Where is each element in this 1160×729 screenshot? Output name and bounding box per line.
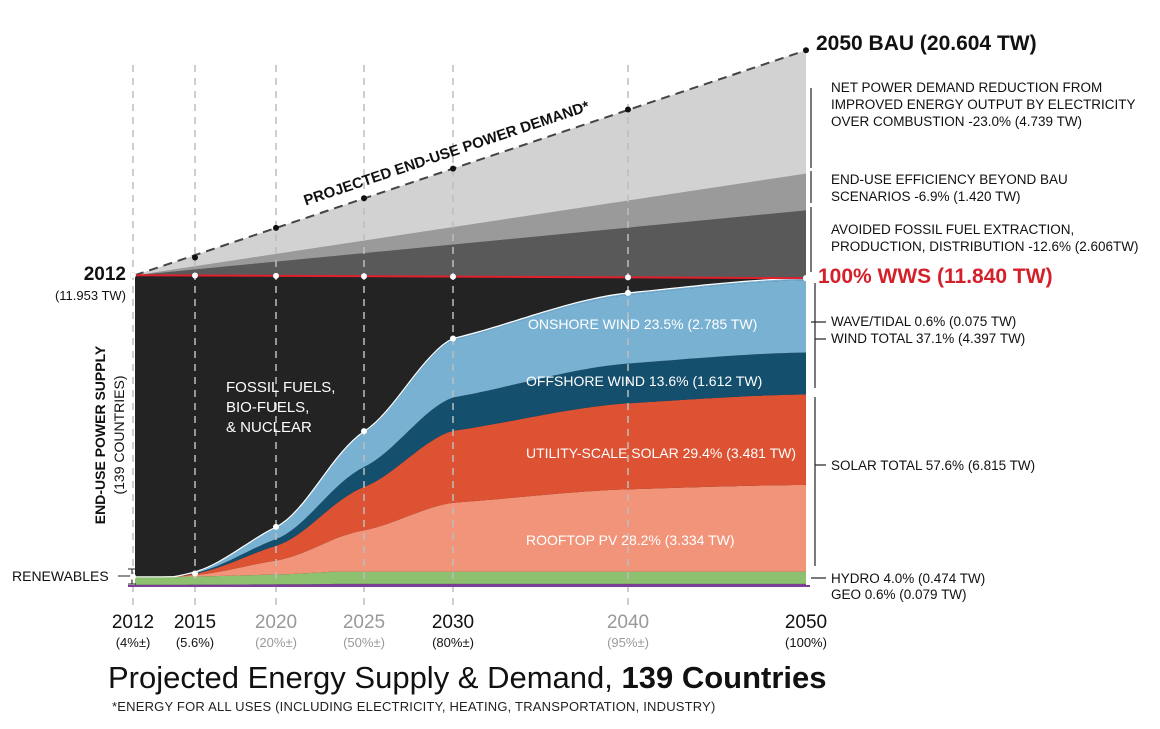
hydro-label: HYDRO 4.0% (0.474 TW) [831,571,985,586]
demand-point-2030 [450,165,456,172]
wws-point-2015 [192,570,198,577]
year-pct-2040: (95%±) [607,635,649,650]
data-points [130,47,809,580]
renewables-label: RENEWABLES [12,568,109,584]
band-label-3: UTILITY-SCALE SOLAR 29.4% (3.481 TW) [526,445,796,461]
bau-value: (20.604 TW) [920,32,1037,55]
wws-top-outline [135,277,807,578]
supply-bands [135,277,807,586]
supply-point-2015 [192,272,198,279]
wws-point-2040 [625,289,631,296]
supply-point-2025 [361,273,367,280]
supply-point-2030 [450,273,456,280]
reduction-label-1-1: SCENARIOS -6.9% (1.420 TW) [831,189,1021,204]
reduction-label-0-0: AVOIDED FOSSIL FUEL EXTRACTION, [831,222,1074,237]
guide-lines [118,49,826,587]
demand-point-2025 [361,195,367,202]
reduction-wedge-avoided [135,210,806,279]
demand-point-2020 [273,224,279,231]
demand-point-2015 [192,254,198,261]
band-label-4: OFFSHORE WIND 13.6% (1.612 TW) [526,373,762,389]
wws-point-2050 [803,275,809,282]
chart-title-bold: 139 Countries [621,660,827,695]
bau-year: 2050 BAU [816,32,920,55]
supply-point-2040 [625,274,631,281]
reduction-label-2-0: NET POWER DEMAND REDUCTION FROM [831,80,1102,95]
year-pct-2012: (4%±) [116,635,151,650]
year-label-2012: 2012 [112,612,154,633]
band-2 [135,484,806,577]
wws-point-2025 [361,428,367,435]
year-pct-2030: (80%±) [432,635,474,650]
reduction-label-2-1: IMPROVED ENERGY OUTPUT BY ELECTRICITY [831,97,1136,112]
geo-label: GEO 0.6% (0.079 TW) [831,587,967,602]
year-pct-2020: (20%±) [255,635,297,650]
reduction-wedge-1 [135,173,806,276]
wind-total-label: WIND TOTAL 37.1% (4.397 TW) [831,331,1025,346]
band-5 [135,280,806,577]
wws-point-2030 [450,335,456,342]
supply-point-2020 [273,272,279,279]
band-label-2: ROOFTOP PV 28.2% (3.334 TW) [526,532,735,548]
demand-point-2040 [625,106,631,113]
wws-point-2020 [273,523,279,530]
wws-label: 100% WWS (11.840 TW) [818,265,1053,288]
solar-total-label: SOLAR TOTAL 57.6% (6.815 TW) [831,458,1035,473]
chart-title-main: Projected Energy Supply & Demand, [108,660,613,695]
fossil-label-0: FOSSIL FUELS, [226,379,335,396]
year-pct-2025: (50%±) [343,635,385,650]
bau-label: 2050 BAU (20.604 TW) [816,32,1037,55]
reduction-label-0-1: PRODUCTION, DISTRIBUTION -12.6% (2.606TW… [831,239,1139,254]
band-label-5: ONSHORE WIND 23.5% (2.785 TW) [528,316,757,332]
chart-title: Projected Energy Supply & Demand, 139 Co… [108,660,827,696]
chart-footnote: *ENERGY FOR ALL USES (INCLUDING ELECTRIC… [112,699,716,714]
start-value-label: (11.953 TW) [55,288,126,303]
year-label-2020: 2020 [255,612,297,633]
chart-labels: 2012 (11.953 TW) 2050 BAU (20.604 TW) 100% … [12,32,1139,650]
wave-label: WAVE/TIDAL 0.6% (0.075 TW) [831,314,1016,329]
supply-point-2012 [130,272,136,279]
fossil-label-1: BIO-FUELS, [226,399,309,416]
wws-line [134,274,807,280]
band-1 [135,571,806,585]
ylabel: END-USE POWER SUPPLY [92,345,108,524]
fossil-label-2: & NUCLEAR [226,419,312,436]
start-year-label: 2012 [84,264,126,285]
reduction-label-1-0: END-USE EFFICIENCY BEYOND BAU [831,172,1068,187]
demand-point-2050 [803,47,809,54]
year-label-2030: 2030 [432,612,474,633]
demand-line [134,49,807,277]
band-3 [135,394,806,577]
ylabel-sub: (139 COUNTRIES) [111,375,127,494]
year-label-2040: 2040 [607,612,649,633]
band-4 [135,352,806,577]
reduction-label-2-2: OVER COMBUSTION -23.0% (4.739 TW) [831,114,1082,129]
year-label-2015: 2015 [174,612,216,633]
year-label-2050: 2050 [785,612,827,633]
year-pct-2050: (100%) [785,635,827,650]
year-pct-2015: (5.6%) [176,635,214,650]
wws-point-2012 [130,573,136,580]
year-label-2025: 2025 [343,612,385,633]
